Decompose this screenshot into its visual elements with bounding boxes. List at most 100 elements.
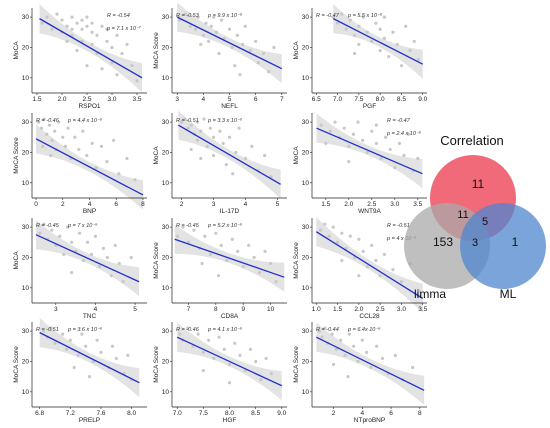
data-point: [351, 132, 355, 136]
x-tick-label: 3.5: [418, 306, 427, 313]
data-point: [53, 341, 57, 345]
data-point: [211, 135, 216, 139]
data-point: [85, 15, 89, 19]
data-point: [340, 258, 344, 263]
x-tick-label: 2: [332, 410, 336, 417]
data-point: [42, 222, 46, 226]
data-point: [416, 289, 421, 293]
count-correlation-only: 11: [472, 177, 485, 191]
data-point: [361, 249, 365, 253]
data-point: [105, 159, 109, 164]
data-point: [53, 129, 57, 133]
x-tick-label: 7.2: [66, 410, 75, 417]
x-tick-label: 4: [361, 410, 365, 417]
data-point: [84, 344, 88, 348]
data-point: [269, 175, 273, 179]
data-point: [264, 356, 268, 361]
correlation-r: R = -0.45: [176, 223, 200, 229]
y-tick-label: 10: [302, 389, 310, 396]
data-point: [77, 231, 82, 235]
x-tick-label: 2.5: [82, 96, 91, 103]
data-point: [62, 252, 66, 257]
data-point: [196, 332, 200, 336]
data-point: [411, 365, 415, 370]
x-axis-label: IL-17D: [220, 208, 240, 215]
data-point: [365, 30, 369, 34]
data-point: [241, 264, 245, 269]
data-point: [65, 24, 69, 28]
regression-line: [316, 127, 423, 175]
data-point: [365, 150, 369, 155]
x-tick-label: 2.0: [57, 96, 66, 103]
venn-label-ml: ML: [500, 287, 517, 301]
scatter-panel: 3 4 5 10 20 30 TNC MoCA R = -0.45 p = 7 x 10⁻⁵: [13, 218, 147, 320]
data-point: [374, 123, 378, 127]
data-point: [90, 42, 94, 47]
x-tick-label: 9.0: [418, 96, 427, 103]
data-point: [230, 45, 234, 50]
data-point: [41, 144, 45, 148]
data-point: [129, 255, 133, 260]
x-tick-label: 8.5: [251, 410, 260, 417]
x-tick-label: 6.8: [35, 410, 44, 417]
x-tick-label: 8.0: [127, 410, 136, 417]
y-tick-label: 20: [162, 254, 170, 261]
scatter-panel: 0 2 4 6 8 10 20 30 BNP MoCA Score R = -0.46 p = 4.4…: [13, 113, 147, 215]
data-point: [224, 163, 228, 167]
data-point: [361, 138, 365, 142]
data-point: [81, 258, 86, 263]
p-value: p = 4.1 x 10⁻⁵: [207, 326, 243, 333]
data-point: [209, 24, 213, 28]
x-tick-label: 7.5: [354, 96, 363, 103]
data-point: [114, 356, 118, 361]
data-point: [227, 27, 232, 31]
data-point: [258, 271, 262, 275]
data-point: [85, 153, 89, 158]
x-tick-label: 5: [228, 96, 232, 103]
data-point: [225, 258, 229, 263]
x-axis-label: NEFL: [221, 103, 238, 110]
data-point: [374, 258, 378, 263]
venn-circle-ml: [460, 203, 546, 289]
count-all-three: 5: [482, 216, 488, 228]
data-point: [365, 350, 369, 354]
scatter-panel: 1.0 1.5 2.0 2.5 3.0 3.5 10 20 30 CCL28 MoCA Score R…: [293, 217, 428, 320]
data-point: [335, 21, 340, 25]
data-point: [344, 27, 348, 31]
data-point: [38, 231, 42, 235]
data-point: [416, 58, 421, 62]
data-point: [235, 33, 239, 37]
x-tick-label: 2.0: [344, 201, 353, 208]
data-point: [99, 350, 103, 354]
data-point: [87, 375, 92, 379]
data-point: [121, 280, 125, 284]
count-limma-only: 153: [433, 235, 453, 249]
data-point: [99, 144, 104, 148]
data-point: [261, 51, 266, 56]
data-point: [339, 338, 343, 342]
y-axis-label: MoCA Score: [153, 242, 160, 279]
y-tick-label: 20: [302, 358, 310, 365]
data-point: [206, 39, 211, 43]
y-tick-label: 30: [162, 14, 170, 21]
data-point: [135, 79, 139, 83]
data-point: [50, 27, 54, 31]
x-axis-label: CCL28: [359, 313, 380, 320]
data-point: [397, 141, 401, 145]
data-point: [230, 237, 234, 241]
data-point: [250, 144, 254, 148]
data-point: [61, 332, 65, 336]
data-point: [240, 42, 245, 47]
data-point: [50, 138, 54, 142]
data-point: [183, 12, 187, 16]
data-point: [340, 231, 344, 235]
count-limma-ml: 3: [472, 237, 478, 249]
regression-line: [178, 124, 281, 185]
data-point: [206, 338, 211, 342]
data-point: [188, 24, 192, 28]
data-point: [347, 159, 351, 164]
data-point: [374, 141, 378, 145]
data-point: [195, 120, 200, 124]
data-point: [45, 15, 49, 19]
